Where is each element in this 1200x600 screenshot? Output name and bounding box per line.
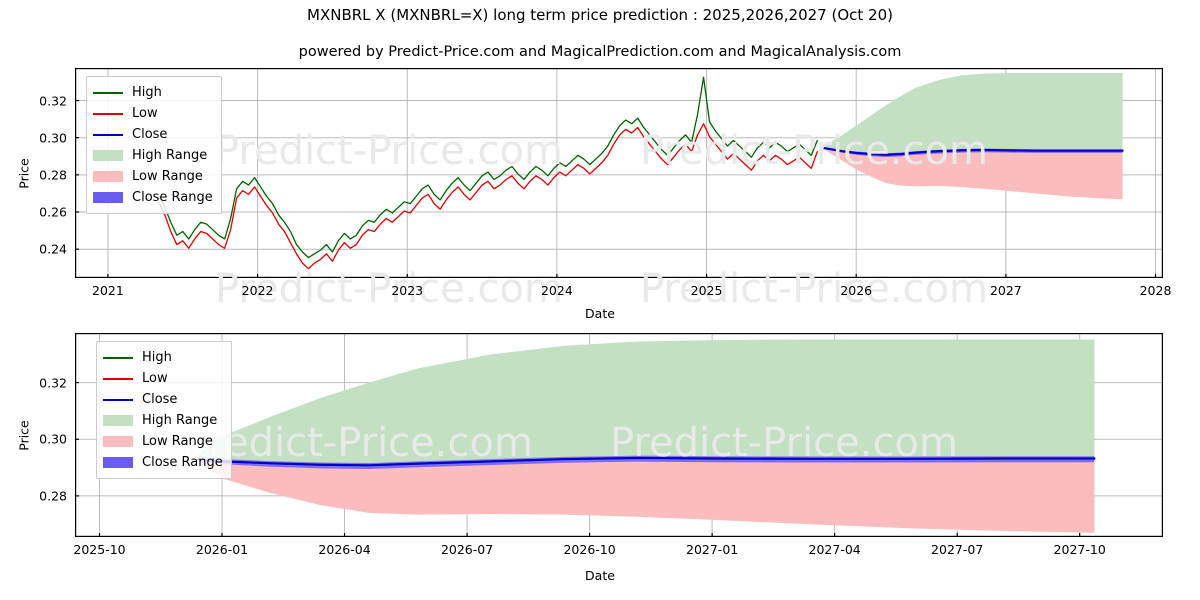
top-legend-item-high: High bbox=[93, 82, 213, 103]
bottom-legend-item-high: High bbox=[103, 347, 223, 368]
bottom-legend-label: Low Range bbox=[142, 434, 213, 449]
bottom-legend-label: Close bbox=[142, 392, 178, 407]
top-legend-item-low: Low bbox=[93, 103, 213, 124]
bottom-xtick-label: 2027-07 bbox=[931, 542, 984, 557]
top-legend-swatch-close-icon bbox=[93, 133, 123, 136]
bottom-ytick-label: 0.28 bbox=[39, 488, 67, 504]
bottom-series-close bbox=[196, 456, 1096, 467]
top-xtick-label: 2025 bbox=[690, 283, 723, 298]
top-legend-item-low-range: Low Range bbox=[93, 166, 213, 187]
top-xtick-label: 2021 bbox=[92, 283, 124, 298]
top-xtick-label: 2027 bbox=[989, 283, 1022, 298]
bottom-band-low-range bbox=[197, 459, 1095, 533]
bottom-xtick-label: 2026-07 bbox=[440, 542, 494, 557]
bottom-yaxis-label: Price bbox=[16, 420, 32, 451]
bottom-xtick-label: 2027-04 bbox=[808, 542, 861, 557]
bottom-xtick-label: 2026-10 bbox=[563, 542, 616, 557]
bottom-xtick-label: 2027-01 bbox=[685, 542, 739, 557]
top-legend-label: Close bbox=[132, 127, 168, 142]
bottom-chart-legend: High Low Close High Range Low Range Close Ran… bbox=[96, 341, 232, 479]
top-legend-swatch-low-icon bbox=[93, 112, 123, 115]
top-legend-item-close: Close bbox=[93, 124, 213, 145]
top-legend-label: High Range bbox=[132, 148, 208, 163]
top-series-high bbox=[158, 76, 818, 259]
bottom-legend-item-close: Close bbox=[103, 389, 223, 410]
bottom-chart-panel bbox=[75, 333, 1163, 537]
bottom-legend-swatch-close-range-icon bbox=[103, 457, 133, 468]
bottom-legend-item-low: Low bbox=[103, 368, 223, 389]
top-ytick-label: 0.30 bbox=[39, 130, 67, 146]
top-legend-swatch-low-range-icon bbox=[93, 171, 123, 182]
bottom-legend-label: High Range bbox=[142, 413, 218, 428]
top-chart-plot bbox=[75, 68, 1163, 278]
top-yaxis-label: Price bbox=[16, 158, 32, 189]
bottom-xtick-label: 2025-10 bbox=[73, 542, 126, 557]
top-xtick-label: 2024 bbox=[540, 283, 573, 298]
top-legend-swatch-high-range-icon bbox=[93, 150, 123, 161]
top-legend-item-close-range: Close Range bbox=[93, 187, 213, 208]
top-legend-item-high-range: High Range bbox=[93, 145, 213, 166]
chart-title: MXNBRL X (MXNBRL=X) long term price pred… bbox=[307, 6, 893, 24]
bottom-legend-swatch-low-range-icon bbox=[103, 436, 133, 447]
top-xaxis-label: Date bbox=[585, 306, 615, 321]
top-chart-legend: High Low Close High Range Low Range Close Ran… bbox=[86, 76, 222, 214]
bottom-ytick-label: 0.32 bbox=[39, 375, 67, 391]
top-legend-label: High bbox=[132, 85, 162, 100]
bottom-chart-plot bbox=[75, 333, 1163, 537]
bottom-legend-label: Close Range bbox=[142, 455, 223, 470]
bottom-xtick-label: 2026-04 bbox=[318, 542, 371, 557]
bottom-xaxis-label: Date bbox=[585, 568, 615, 583]
top-xtick-label: 2026 bbox=[840, 283, 873, 298]
bottom-legend-item-low-range: Low Range bbox=[103, 431, 223, 452]
top-band-high-range bbox=[823, 73, 1123, 154]
top-xtick-label: 2022 bbox=[241, 283, 274, 298]
bottom-legend-label: High bbox=[142, 350, 172, 365]
top-legend-swatch-high-icon bbox=[93, 91, 123, 94]
top-chart-panel bbox=[75, 68, 1163, 278]
bottom-legend-item-close-range: Close Range bbox=[103, 452, 223, 473]
top-legend-label: Low Range bbox=[132, 169, 203, 184]
bottom-xtick-label: 2027-10 bbox=[1053, 542, 1106, 557]
bottom-legend-swatch-high-icon bbox=[103, 356, 133, 359]
bottom-legend-swatch-high-range-icon bbox=[103, 415, 133, 426]
top-ytick-label: 0.32 bbox=[39, 93, 67, 109]
top-xtick-label: 2023 bbox=[391, 283, 424, 298]
bottom-ytick-label: 0.30 bbox=[39, 431, 67, 447]
bottom-xtick-label: 2026-01 bbox=[195, 542, 249, 557]
chart-subtitle: powered by Predict-Price.com and Magical… bbox=[298, 44, 902, 60]
top-series-close bbox=[822, 146, 1124, 156]
top-series-low bbox=[158, 123, 818, 270]
top-legend-label: Low bbox=[132, 106, 158, 121]
bottom-legend-item-high-range: High Range bbox=[103, 410, 223, 431]
bottom-band-high-range bbox=[197, 339, 1095, 464]
top-xtick-label: 2028 bbox=[1139, 283, 1172, 298]
top-ytick-label: 0.24 bbox=[39, 241, 67, 257]
bottom-legend-swatch-close-icon bbox=[103, 398, 133, 401]
top-legend-label: Close Range bbox=[132, 190, 213, 205]
top-band-low-range bbox=[823, 148, 1123, 200]
top-ytick-label: 0.28 bbox=[39, 167, 67, 183]
bottom-legend-label: Low bbox=[142, 371, 168, 386]
top-legend-swatch-close-range-icon bbox=[93, 192, 123, 203]
top-ytick-label: 0.26 bbox=[39, 204, 67, 220]
bottom-legend-swatch-low-icon bbox=[103, 377, 133, 380]
